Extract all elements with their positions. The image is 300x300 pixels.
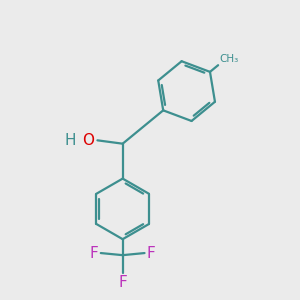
Text: CH₃: CH₃ xyxy=(220,54,239,64)
Text: F: F xyxy=(90,246,99,261)
Text: F: F xyxy=(118,275,127,290)
Text: O: O xyxy=(82,133,94,148)
Text: H: H xyxy=(65,133,76,148)
Text: F: F xyxy=(147,246,155,261)
